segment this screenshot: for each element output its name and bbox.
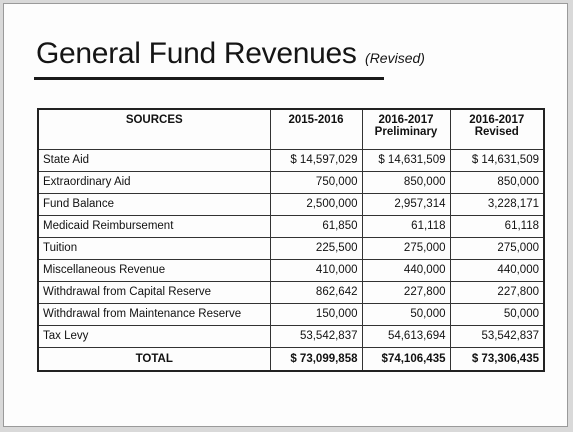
table-row: Tax Levy 53,542,837 54,613,694 53,542,837: [37, 324, 545, 348]
title-main: General Fund Revenues: [36, 37, 357, 70]
cell-2016-2017-preliminary: 227,800: [361, 280, 451, 304]
cell-2016-2017-revised: 61,118: [449, 214, 545, 238]
cell-2015-2016: 225,500: [269, 236, 363, 260]
cell-2016-2017-revised: 53,542,837: [449, 324, 545, 348]
cell-2016-2017-preliminary: 440,000: [361, 258, 451, 282]
cell-2016-2017-preliminary: 850,000: [361, 170, 451, 194]
cell-2016-2017-revised: 850,000: [449, 170, 545, 194]
table-row: Withdrawal from Maintenance Reserve 150,0…: [37, 302, 545, 326]
table-row: Tuition 225,500 275,000 275,000: [37, 236, 545, 260]
total-row: TOTAL $ 73,099,858 $74,106,435 $ 73,306,…: [37, 346, 545, 372]
cell-2015-2016: 410,000: [269, 258, 363, 282]
header-line: SOURCES: [125, 114, 183, 126]
total-label: TOTAL: [37, 346, 271, 372]
cell-source: Tax Levy: [37, 324, 271, 348]
header-line: Revised: [474, 126, 519, 138]
table-row: Withdrawal from Capital Reserve 862,642 22…: [37, 280, 545, 304]
cell-2016-2017-revised: 227,800: [449, 280, 545, 304]
cell-source: Tuition: [37, 236, 271, 260]
cell-2015-2016: 61,850: [269, 214, 363, 238]
header-2016-2017-preliminary: 2016-2017 Preliminary: [361, 108, 451, 150]
total-2016-2017-preliminary: $74,106,435: [361, 346, 451, 372]
cell-2015-2016: 150,000: [269, 302, 363, 326]
cell-source: Withdrawal from Capital Reserve: [37, 280, 271, 304]
revenue-table: SOURCES 2015-2016 2016-2017 Preliminary …: [37, 108, 545, 372]
header-line: 2016-2017: [378, 114, 434, 126]
cell-2015-2016: 2,500,000: [269, 192, 363, 216]
page-title: General Fund Revenues (Revised): [36, 37, 425, 71]
cell-2016-2017-revised: 275,000: [449, 236, 545, 260]
total-2015-2016: $ 73,099,858: [269, 346, 363, 372]
cell-source: Miscellaneous Revenue: [37, 258, 271, 282]
cell-2016-2017-preliminary: 50,000: [361, 302, 451, 326]
table-row: Medicaid Reimbursement 61,850 61,118 61,118: [37, 214, 545, 238]
cell-source: Extraordinary Aid: [37, 170, 271, 194]
header-2015-2016: 2015-2016: [269, 108, 363, 150]
cell-2015-2016: $ 14,597,029: [269, 148, 363, 172]
cell-2016-2017-revised: 440,000: [449, 258, 545, 282]
cell-2016-2017-preliminary: 2,957,314: [361, 192, 451, 216]
total-2016-2017-revised: $ 73,306,435: [449, 346, 545, 372]
cell-2015-2016: 53,542,837: [269, 324, 363, 348]
cell-2015-2016: 862,642: [269, 280, 363, 304]
cell-2016-2017-revised: $ 14,631,509: [449, 148, 545, 172]
header-2016-2017-revised: 2016-2017 Revised: [449, 108, 545, 150]
cell-2016-2017-revised: 50,000: [449, 302, 545, 326]
header-line: 2015-2016: [288, 114, 344, 126]
cell-2016-2017-preliminary: $ 14,631,509: [361, 148, 451, 172]
header-sources: SOURCES: [37, 108, 271, 150]
table-header-row: SOURCES 2015-2016 2016-2017 Preliminary …: [37, 108, 545, 150]
cell-source: Medicaid Reimbursement: [37, 214, 271, 238]
table-row: Extraordinary Aid 750,000 850,000 850,000: [37, 170, 545, 194]
cell-2016-2017-preliminary: 54,613,694: [361, 324, 451, 348]
header-line: 2016-2017: [469, 114, 525, 126]
title-subtitle: (Revised): [365, 50, 425, 66]
table-row: State Aid $ 14,597,029 $ 14,631,509 $ 14,63…: [37, 148, 545, 172]
cell-2016-2017-revised: 3,228,171: [449, 192, 545, 216]
header-line: Preliminary: [374, 126, 438, 138]
slide: General Fund Revenues (Revised) SOURCES …: [3, 3, 568, 427]
cell-2015-2016: 750,000: [269, 170, 363, 194]
table-row: Miscellaneous Revenue 410,000 440,000 440,0…: [37, 258, 545, 282]
cell-source: Withdrawal from Maintenance Reserve: [37, 302, 271, 326]
cell-2016-2017-preliminary: 61,118: [361, 214, 451, 238]
cell-source: Fund Balance: [37, 192, 271, 216]
title-underline: [34, 77, 384, 80]
cell-source: State Aid: [37, 148, 271, 172]
table-row: Fund Balance 2,500,000 2,957,314 3,228,171: [37, 192, 545, 216]
cell-2016-2017-preliminary: 275,000: [361, 236, 451, 260]
